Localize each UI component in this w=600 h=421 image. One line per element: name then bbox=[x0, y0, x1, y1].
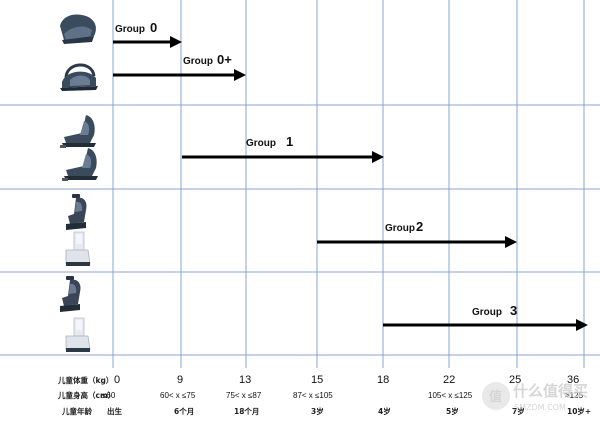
weight-ticks: 0 9 13 15 18 22 25 36 bbox=[114, 374, 579, 386]
height-values: ≤60 60< x ≤75 75< x ≤87 87< x ≤105 105< … bbox=[102, 391, 584, 400]
group-1-label: Group 1 bbox=[246, 134, 293, 149]
age-values: 出生 6个月 18个月 3岁 4岁 5岁 7岁 10岁+ bbox=[107, 406, 591, 416]
watermark: 值 什么值得买 SMZDM.COM bbox=[482, 382, 588, 412]
weight-tick: 9 bbox=[177, 374, 183, 386]
car-seat-icon bbox=[60, 14, 96, 44]
weight-tick: 0 bbox=[114, 374, 120, 386]
weight-row-label: 儿童体重（kg） bbox=[57, 375, 113, 385]
weight-tick: 15 bbox=[311, 374, 323, 386]
group-0-arrowhead bbox=[170, 36, 182, 48]
group-0-label: Group 0 bbox=[115, 20, 157, 35]
car-seat-icon bbox=[65, 231, 91, 267]
age-value: 3岁 bbox=[311, 406, 324, 416]
car-seat-icon bbox=[60, 115, 96, 148]
age-value: 10岁+ bbox=[567, 406, 591, 416]
group-1-arrowhead bbox=[372, 151, 384, 163]
age-value: 5岁 bbox=[446, 406, 459, 416]
height-value: >125 bbox=[565, 391, 584, 400]
age-row-label: 儿童年龄 bbox=[61, 406, 92, 416]
age-value: 18个月 bbox=[234, 406, 259, 416]
weight-columns bbox=[112, 0, 585, 368]
svg-text:值: 值 bbox=[489, 389, 502, 405]
group-arrows bbox=[113, 36, 588, 331]
watermark-sub: SMZDM.COM bbox=[514, 403, 566, 412]
group-3-arrowhead bbox=[576, 319, 588, 331]
group-labels: Group 0 Group 0+ Group 1 Group2 Group 3 bbox=[115, 20, 517, 318]
weight-tick: 18 bbox=[377, 374, 389, 386]
age-value: 6个月 bbox=[174, 406, 194, 416]
car-seat-icon bbox=[58, 63, 100, 93]
height-value: 75< x ≤87 bbox=[226, 391, 262, 400]
height-value: 60< x ≤75 bbox=[160, 391, 196, 400]
seat-images bbox=[58, 14, 100, 353]
weight-tick: 22 bbox=[443, 374, 455, 386]
grid bbox=[0, 104, 600, 356]
group-2-label: Group2 bbox=[385, 219, 423, 234]
watermark-text: 什么值得买 bbox=[513, 382, 588, 400]
height-value: 105< x ≤125 bbox=[428, 391, 473, 400]
row-labels: 儿童体重（kg） 儿童身高（cm） 儿童年龄 bbox=[57, 375, 115, 416]
age-value: 7岁 bbox=[512, 406, 525, 416]
weight-tick: 36 bbox=[567, 374, 579, 386]
group-3-label: Group 3 bbox=[472, 303, 517, 318]
group-0plus-arrowhead bbox=[234, 69, 246, 81]
weight-tick: 13 bbox=[239, 374, 251, 386]
group-2-arrowhead bbox=[505, 236, 517, 248]
car-seat-icon bbox=[65, 317, 91, 353]
weight-tick: 25 bbox=[509, 374, 521, 386]
car-seat-icon bbox=[60, 276, 81, 312]
height-value: ≤60 bbox=[102, 391, 116, 400]
group-0plus-label: Group 0+ bbox=[183, 52, 232, 67]
car-seat-icon bbox=[66, 194, 87, 230]
age-value: 4岁 bbox=[378, 406, 391, 416]
height-row-label: 儿童身高（cm） bbox=[57, 390, 115, 400]
age-value: 出生 bbox=[107, 406, 122, 416]
watermark-badge-icon bbox=[482, 382, 510, 410]
car-seat-icon bbox=[62, 148, 98, 181]
height-value: 87< x ≤105 bbox=[293, 391, 333, 400]
